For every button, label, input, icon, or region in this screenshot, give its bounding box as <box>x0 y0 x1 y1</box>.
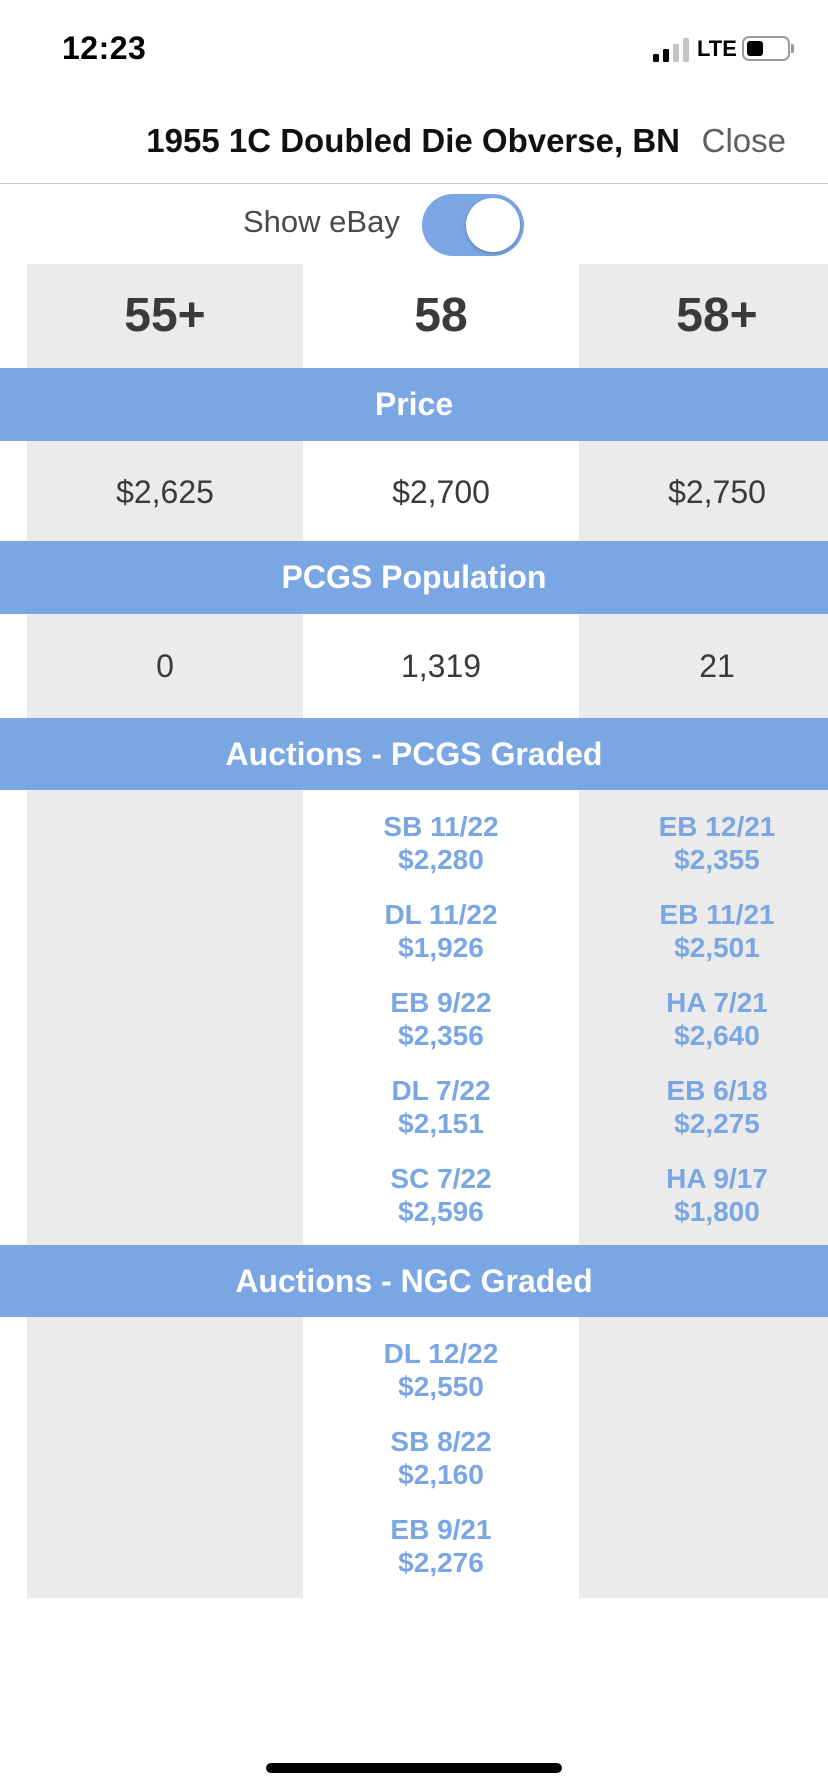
grade-column-58plus-bg <box>579 264 828 1598</box>
grade-label: 55+ <box>124 289 206 342</box>
auction-price: $2,640 <box>674 1020 760 1051</box>
auction-entry[interactable]: SB 11/22 $2,280 <box>303 810 579 876</box>
page-title: 1955 1C Doubled Die Obverse, BN <box>146 122 680 159</box>
auction-price: $2,356 <box>398 1020 484 1051</box>
network-type: LTE <box>697 36 737 61</box>
price-section-header: Price <box>0 368 828 441</box>
auction-price: $2,501 <box>674 932 760 963</box>
auction-source: DL 11/22 <box>384 899 498 930</box>
grade-column-55plus-bg <box>27 264 303 1598</box>
grade-label: 58+ <box>676 289 758 342</box>
auction-price: $2,275 <box>674 1108 760 1139</box>
price-value: $2,700 <box>392 474 490 510</box>
auction-entry[interactable]: EB 9/22 $2,356 <box>303 986 579 1052</box>
grade-header-row: 55+ 58 58+ <box>0 264 828 368</box>
auction-source: HA 9/17 <box>666 1163 768 1194</box>
home-indicator[interactable] <box>266 1763 562 1773</box>
auction-source: EB 11/21 <box>659 899 775 930</box>
auction-entry[interactable]: EB 11/21 $2,501 <box>579 898 828 964</box>
grade-label: 58 <box>414 289 468 342</box>
auction-source: SB 11/22 <box>383 811 499 842</box>
auction-entry[interactable]: DL 11/22 $1,926 <box>303 898 579 964</box>
auction-source: DL 7/22 <box>391 1075 491 1106</box>
auction-entry[interactable]: SB 8/22 $2,160 <box>303 1425 579 1491</box>
auction-source: SC 7/22 <box>390 1163 492 1194</box>
auction-entry[interactable]: DL 12/22 $2,550 <box>303 1337 579 1403</box>
auction-entry[interactable]: HA 9/17 $1,800 <box>579 1162 828 1228</box>
population-section-header: PCGS Population <box>0 541 828 614</box>
status-time: 12:23 <box>62 30 147 66</box>
toggle-label: Show eBay <box>243 204 400 239</box>
auction-price: $2,276 <box>398 1547 484 1578</box>
auction-entry[interactable]: EB 9/21 $2,276 <box>303 1513 579 1579</box>
auction-price: $2,550 <box>398 1371 484 1402</box>
auction-source: SB 8/22 <box>390 1426 492 1457</box>
auction-entry[interactable]: DL 7/22 $2,151 <box>303 1074 579 1140</box>
auction-price: $2,160 <box>398 1459 484 1490</box>
auction-source: EB 9/22 <box>390 987 492 1018</box>
close-button[interactable]: Close <box>701 122 786 159</box>
pcgs-auctions-section-header: Auctions - PCGS Graded <box>0 718 828 790</box>
auction-entry[interactable]: EB 6/18 $2,275 <box>579 1074 828 1140</box>
auction-price: $2,280 <box>398 844 484 875</box>
toggle-knob <box>466 198 520 252</box>
auction-source: EB 9/21 <box>390 1514 492 1545</box>
population-value: 0 <box>156 648 174 684</box>
auction-price: $1,800 <box>674 1196 760 1227</box>
auction-source: HA 7/21 <box>666 987 768 1018</box>
auction-entry[interactable]: EB 12/21 $2,355 <box>579 810 828 876</box>
show-ebay-toggle[interactable] <box>422 194 524 256</box>
price-value: $2,625 <box>116 474 214 510</box>
ngc-auctions-section-header: Auctions - NGC Graded <box>0 1245 828 1317</box>
auction-price: $2,596 <box>398 1196 484 1227</box>
auction-price: $2,151 <box>398 1108 484 1139</box>
battery-icon <box>742 36 790 61</box>
battery-nub <box>791 44 794 53</box>
modal-header: 1955 1C Doubled Die Obverse, BN Close <box>0 100 828 184</box>
population-value: 21 <box>699 648 735 684</box>
auction-entry[interactable]: HA 7/21 $2,640 <box>579 986 828 1052</box>
auction-source: EB 12/21 <box>658 811 776 842</box>
status-bar: 12:23 LTE <box>0 0 828 100</box>
price-value: $2,750 <box>668 474 766 510</box>
ebay-toggle-row: Show eBay <box>0 184 828 264</box>
auction-source: DL 12/22 <box>383 1338 499 1369</box>
auction-price: $2,355 <box>674 844 760 875</box>
signal-bars-icon <box>653 38 689 62</box>
auction-price: $1,926 <box>398 932 484 963</box>
population-value: 1,319 <box>400 648 482 684</box>
auction-source: EB 6/18 <box>666 1075 768 1106</box>
auction-entry[interactable]: SC 7/22 $2,596 <box>303 1162 579 1228</box>
